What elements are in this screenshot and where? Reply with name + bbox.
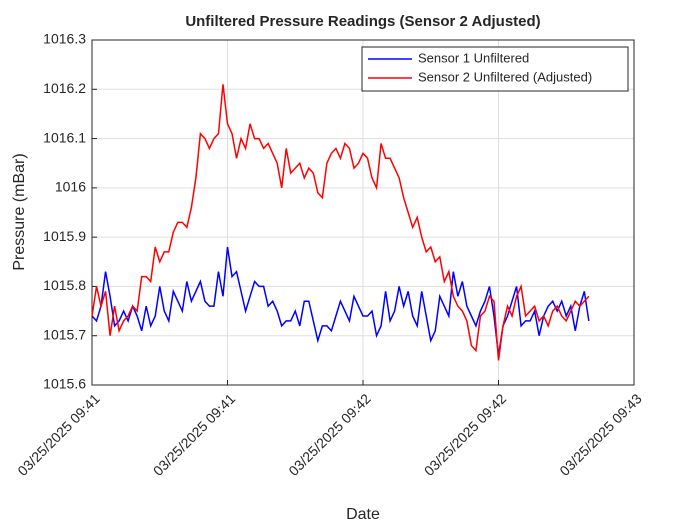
legend-label: Sensor 1 Unfiltered (418, 50, 529, 65)
y-tick-label: 1015.7 (43, 326, 86, 342)
y-tick-label: 1016.1 (43, 129, 86, 145)
y-tick-label: 1016.3 (43, 31, 86, 47)
plot-frame (91, 39, 635, 386)
legend-label: Sensor 2 Unfiltered (Adjusted) (418, 69, 592, 84)
y-tick-label: 1016.2 (43, 80, 86, 96)
series-line (91, 84, 590, 361)
y-tick-label: 1015.8 (43, 277, 86, 293)
chart-title: Unfiltered Pressure Readings (Sensor 2 A… (185, 13, 540, 30)
y-tick-label: 1016 (55, 179, 86, 195)
y-tick-label: 1015.9 (43, 228, 86, 244)
y-axis-label: Pressure (mBar) (11, 153, 28, 270)
x-axis-label: Date (346, 506, 380, 523)
series-line (91, 246, 590, 356)
y-tick-label: 1015.6 (43, 376, 86, 392)
legend: Sensor 1 Unfiltered Sensor 2 Unfiltered (… (361, 46, 629, 92)
legend-box (361, 46, 629, 92)
